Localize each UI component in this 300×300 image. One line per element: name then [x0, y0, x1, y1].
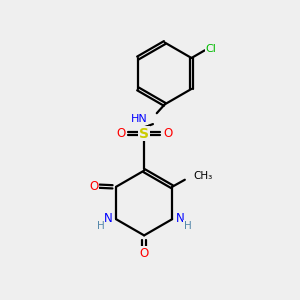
- Text: CH₃: CH₃: [194, 171, 213, 181]
- Text: O: O: [163, 127, 172, 140]
- Text: H: H: [97, 221, 105, 231]
- Text: Cl: Cl: [206, 44, 217, 54]
- Text: O: O: [89, 180, 98, 193]
- Text: HN: HN: [131, 114, 148, 124]
- Text: O: O: [140, 247, 149, 260]
- Text: S: S: [139, 127, 149, 141]
- Text: N: N: [103, 212, 112, 225]
- Text: O: O: [116, 127, 125, 140]
- Text: N: N: [176, 212, 185, 225]
- Text: H: H: [184, 221, 191, 231]
